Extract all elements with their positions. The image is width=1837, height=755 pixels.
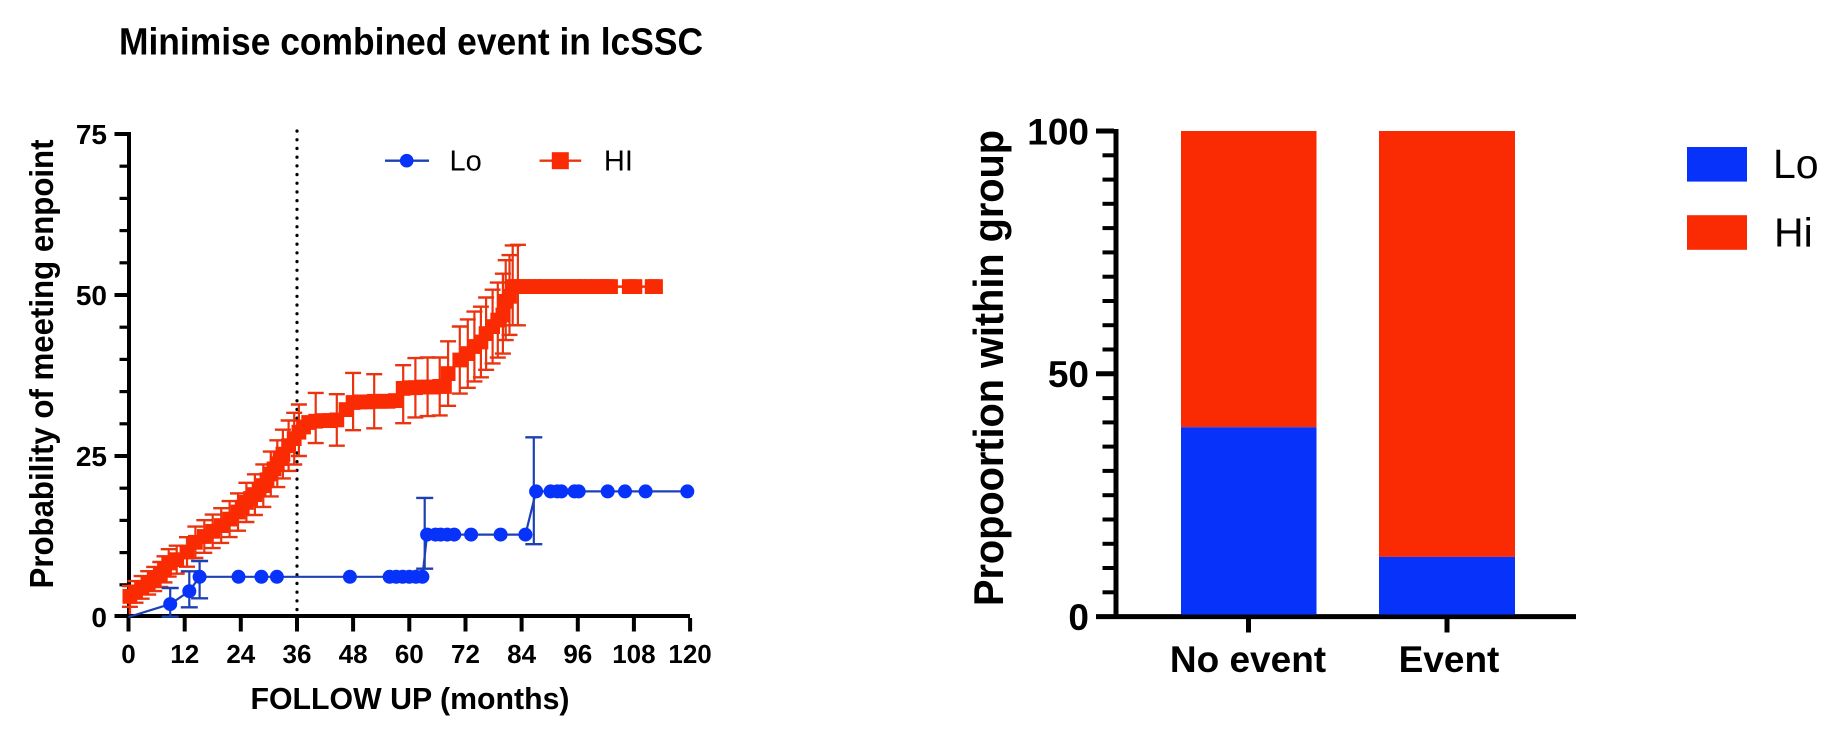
svg-text:HI: HI (604, 146, 633, 178)
svg-text:75: 75 (76, 119, 107, 150)
svg-text:36: 36 (283, 639, 312, 669)
svg-text:FOLLOW UP (months): FOLLOW UP (months) (251, 681, 570, 716)
svg-text:72: 72 (451, 639, 480, 669)
svg-text:Propoortion within group: Propoortion within group (965, 130, 1012, 606)
svg-text:No event: No event (1170, 639, 1326, 680)
svg-text:12: 12 (170, 639, 199, 669)
svg-text:Probability of meeting enpoint: Probability of meeting enpoint (23, 139, 60, 588)
svg-text:Hi: Hi (1774, 210, 1813, 256)
svg-text:108: 108 (612, 639, 655, 669)
svg-text:48: 48 (339, 639, 368, 669)
svg-text:25: 25 (76, 441, 107, 472)
svg-text:50: 50 (1048, 354, 1089, 395)
svg-text:120: 120 (668, 639, 711, 669)
svg-text:84: 84 (507, 639, 536, 669)
svg-text:96: 96 (563, 639, 592, 669)
svg-text:0: 0 (1068, 597, 1089, 638)
svg-text:24: 24 (226, 639, 255, 669)
svg-text:100: 100 (1027, 111, 1089, 152)
svg-text:Minimise combined event in lcS: Minimise combined event in lcSSC (119, 22, 703, 64)
svg-text:0: 0 (121, 639, 135, 669)
svg-text:0: 0 (91, 602, 107, 633)
svg-text:Event: Event (1399, 639, 1500, 680)
svg-text:Lo: Lo (1773, 141, 1819, 187)
svg-text:Lo: Lo (450, 146, 482, 178)
svg-text:60: 60 (395, 639, 424, 669)
svg-text:50: 50 (76, 280, 107, 311)
